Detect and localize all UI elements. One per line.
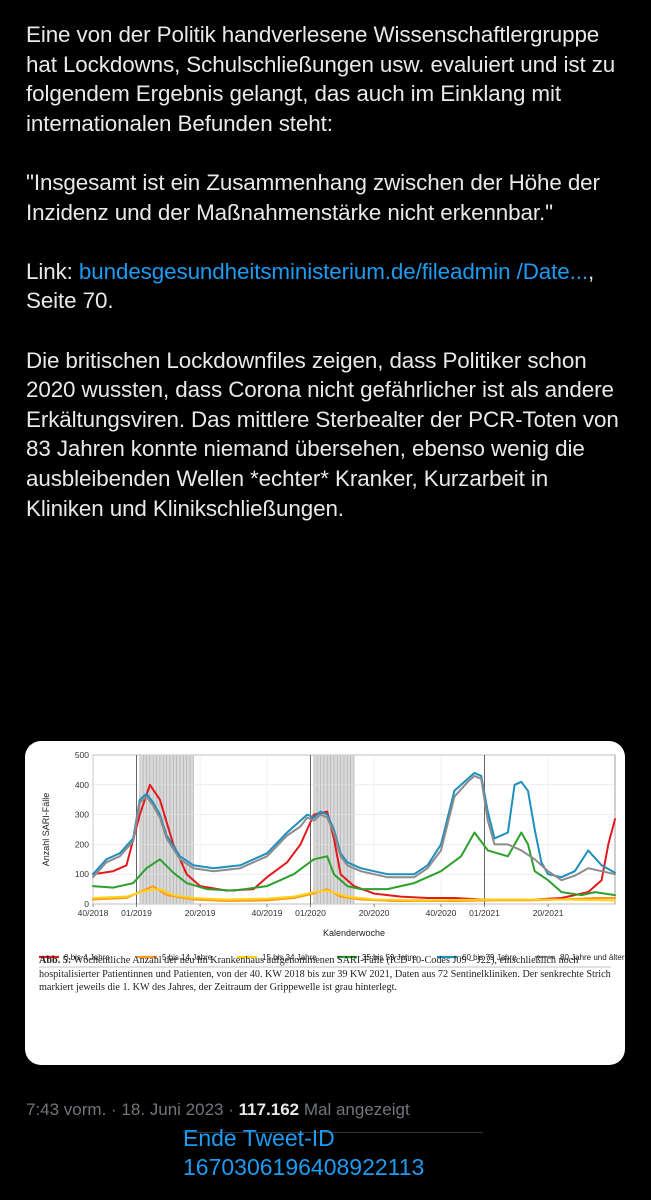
tweet-media-image[interactable]: 0 100 200 300 400 500 40/2018 01/2019 20/2019 40/… [25, 741, 625, 1065]
overlay-text: Ende Tweet-ID 1670306196408922113 [183, 1124, 424, 1182]
tweet-paragraph-2: "Insgesamt ist ein Zusammenhang zwischen… [26, 169, 600, 225]
view-count: 117.162 [238, 1100, 300, 1119]
overlay-line-1: Ende Tweet-ID [183, 1125, 335, 1151]
sari-chart: 0 100 200 300 400 500 40/2018 01/2019 20/2019 40/… [39, 750, 625, 968]
y-tick-label: 300 [75, 810, 89, 820]
tweet-time[interactable]: 7:43 vorm. [26, 1100, 107, 1119]
link-text-line-1[interactable]: bundesgesundheitsministerium.de/fileadmi… [78, 258, 511, 284]
tweet-paragraph-link: Link: bundesgesundheitsministerium.de/fi… [26, 257, 626, 316]
legend-label-3: 35 bis 59 Jahre [362, 953, 417, 962]
tweet-paragraph-4: Die britischen Lockdownfiles zeigen, das… [26, 347, 619, 521]
tweet-paragraph-1: Eine von der Politik handverlesene Wisse… [26, 22, 616, 136]
series-line-3 [92, 831, 616, 897]
meta-separator: · [223, 1100, 239, 1119]
legend-label-5: 80 Jahre und älter [560, 953, 625, 962]
legend-label-0: 0 bis 4 Jahre [64, 953, 110, 962]
legend-label-1: 5 bis 14 Jahre [162, 953, 213, 962]
y-tick-label: 500 [75, 750, 89, 760]
link-suffix: , Seite 70. [26, 258, 595, 314]
x-tick-label: 01/2021 [469, 908, 500, 918]
tweet-link[interactable]: bundesgesundheitsministerium.de/fileadmi… [79, 259, 588, 284]
y-tick-label: 200 [75, 839, 89, 849]
chart-caption: Abb. 5: Wöchentliche Anzahl der neu im K… [39, 954, 619, 995]
x-axis-label: Kalenderwoche [323, 928, 385, 938]
x-tick-label: 20/2019 [185, 908, 216, 918]
x-tick-label: 40/2020 [426, 908, 457, 918]
series-line-2 [92, 888, 616, 902]
link-prefix: Link: [26, 258, 79, 284]
series-line-5 [92, 774, 616, 882]
meta-separator: · [106, 1100, 122, 1119]
caption-text: Wöchentliche Anzahl der neu im Krankenha… [39, 955, 611, 994]
y-tick-label: 0 [84, 899, 89, 909]
y-tick-label: 400 [75, 780, 89, 790]
legend-label-2: 15 bis 34 Jahre [262, 953, 317, 962]
x-tick-label: 01/2020 [295, 908, 326, 918]
y-tick-label: 100 [75, 869, 89, 879]
x-tick-label: 40/2019 [252, 908, 283, 918]
divider [183, 1132, 483, 1133]
caption-label: Abb. 5: [39, 955, 72, 966]
link-text-line-2[interactable]: /Date... [516, 258, 588, 284]
tweet-date[interactable]: 18. Juni 2023 [121, 1100, 224, 1119]
tweet-text: Eine von der Politik handverlesene Wisse… [26, 20, 626, 523]
legend-label-4: 60 bis 79 Jahre [462, 953, 517, 962]
y-axis-label: Anzahl SARI-Fälle [41, 793, 51, 867]
x-tick-label: 20/2020 [359, 908, 390, 918]
x-tick-label: 40/2018 [78, 908, 109, 918]
tweet-meta: 7:43 vorm. · 18. Juni 2023 · 117.162 Mal… [26, 1100, 410, 1120]
x-tick-label: 01/2019 [121, 908, 152, 918]
views-label: Mal angezeigt [299, 1100, 410, 1119]
x-tick-label: 20/2021 [533, 908, 564, 918]
overlay-line-2: 1670306196408922113 [183, 1154, 425, 1180]
